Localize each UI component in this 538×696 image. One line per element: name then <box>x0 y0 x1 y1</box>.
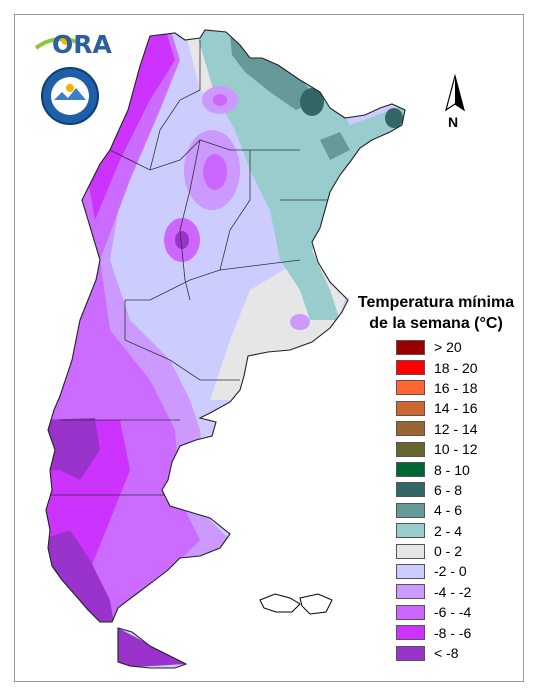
legend-item: 8 - 10 <box>396 459 478 479</box>
legend-swatch <box>396 360 425 376</box>
service-seal-logo <box>40 66 100 126</box>
legend-swatch <box>396 625 425 641</box>
legend-item: -4 - -2 <box>396 582 478 602</box>
legend-item: -2 - 0 <box>396 561 478 581</box>
legend-label: -2 - 0 <box>434 563 467 580</box>
legend-item: > 20 <box>396 337 478 357</box>
legend-label: 6 - 8 <box>434 481 463 498</box>
legend-item: -6 - -4 <box>396 602 478 622</box>
legend-swatch <box>396 441 425 457</box>
legend-item: 16 - 18 <box>396 378 478 398</box>
legend-label: -4 - -2 <box>434 583 472 600</box>
legend-label: 10 - 12 <box>434 441 478 458</box>
legend-title: Temperatura mínima de la semana (°C) <box>346 292 526 334</box>
legend-item: -8 - -6 <box>396 622 478 642</box>
legend-label: -6 - -4 <box>434 604 472 621</box>
legend-item: 18 - 20 <box>396 357 478 377</box>
legend-label: < -8 <box>434 645 459 662</box>
legend-swatch <box>396 604 425 620</box>
legend-label: -8 - -6 <box>434 624 472 641</box>
north-arrow-icon <box>445 74 465 112</box>
legend-item: 4 - 6 <box>396 500 478 520</box>
legend-label: 18 - 20 <box>434 359 478 376</box>
legend-swatch <box>396 543 425 559</box>
legend-item: 14 - 16 <box>396 398 478 418</box>
legend-title-line2: de la semana (°C) <box>369 315 503 332</box>
legend-swatch <box>396 523 425 539</box>
islands <box>259 593 333 615</box>
legend-item: 0 - 2 <box>396 541 478 561</box>
legend-item: 2 - 4 <box>396 521 478 541</box>
legend-label: > 20 <box>434 339 462 356</box>
legend-swatch <box>396 563 425 579</box>
legend-label: 8 - 10 <box>434 461 470 478</box>
legend-swatch <box>396 380 425 396</box>
legend-swatch <box>396 400 425 416</box>
legend-item: 6 - 8 <box>396 480 478 500</box>
legend-item: 12 - 14 <box>396 419 478 439</box>
legend-item: 10 - 12 <box>396 439 478 459</box>
legend: > 20 18 - 20 16 - 18 14 - 16 12 - 14 10 - 12 8… <box>396 337 478 663</box>
legend-label: 16 - 18 <box>434 379 478 396</box>
legend-label: 12 - 14 <box>434 420 478 437</box>
legend-swatch <box>396 462 425 478</box>
legend-label: 0 - 2 <box>434 543 463 560</box>
country-outline <box>45 29 406 669</box>
legend-item: < -8 <box>396 643 478 663</box>
legend-title-line1: Temperatura mínima <box>357 294 515 311</box>
legend-label: 14 - 16 <box>434 400 478 417</box>
legend-swatch <box>396 502 425 518</box>
legend-label: 4 - 6 <box>434 502 463 519</box>
legend-swatch <box>396 482 425 498</box>
legend-swatch <box>396 421 425 437</box>
legend-swatch <box>396 645 425 661</box>
legend-swatch <box>396 584 425 600</box>
legend-label: 2 - 4 <box>434 522 463 539</box>
legend-swatch <box>396 339 425 355</box>
ora-logo: ORA <box>34 26 112 62</box>
north-label: N <box>448 114 459 130</box>
logo-text: ORA <box>52 30 112 59</box>
